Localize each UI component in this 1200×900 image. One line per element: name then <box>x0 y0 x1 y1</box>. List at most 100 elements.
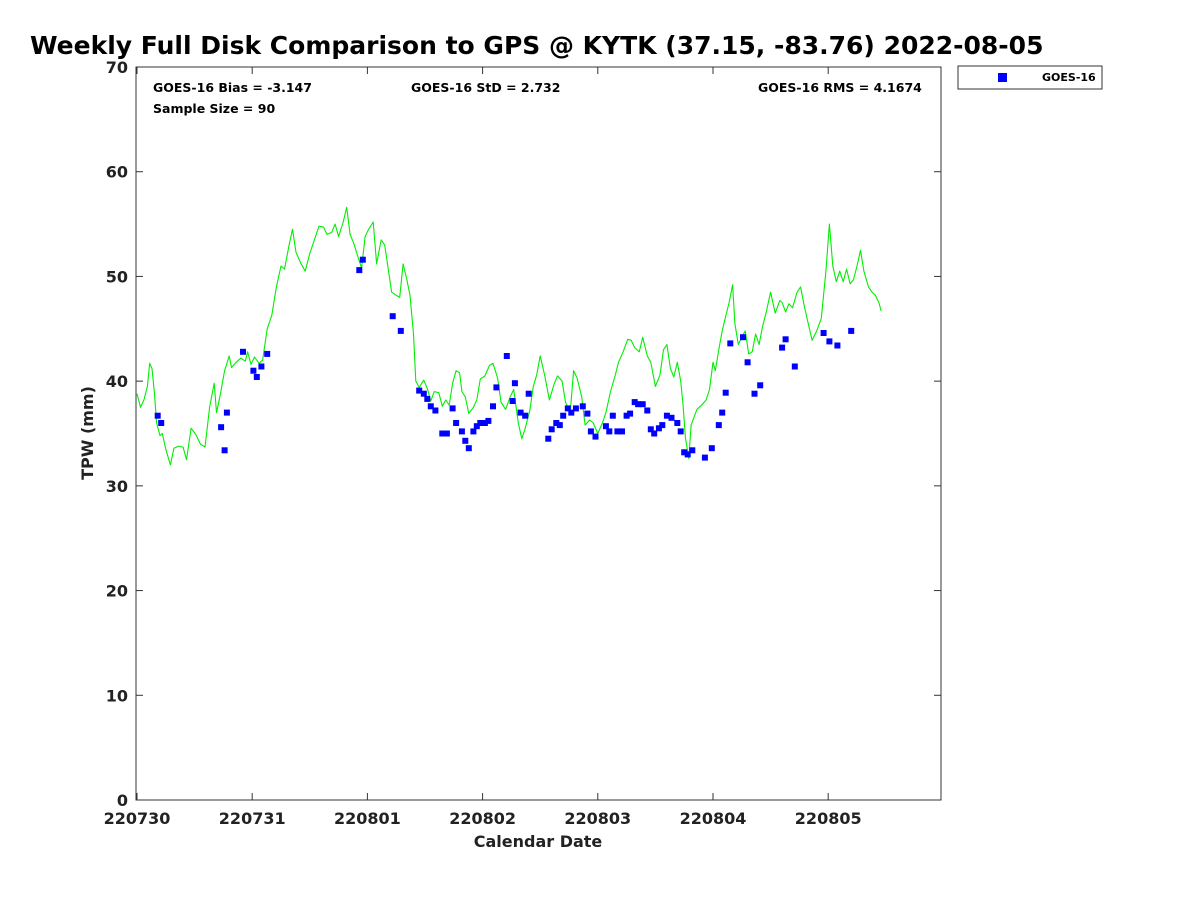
legend-box <box>957 65 1103 90</box>
goes16-point <box>462 437 469 444</box>
goes16-point <box>493 384 500 391</box>
goes16-point <box>525 390 532 397</box>
goes16-point <box>579 403 586 410</box>
goes16-point <box>253 374 260 380</box>
goes16-point <box>848 327 855 334</box>
y-tick-label: 40 <box>106 372 128 391</box>
goes16-point <box>644 407 651 414</box>
x-tick-label: 220803 <box>564 809 631 828</box>
goes16-point <box>668 414 675 421</box>
goes16-point <box>397 327 404 334</box>
goes16-point <box>264 350 271 357</box>
goes16-point <box>503 353 510 359</box>
y-tick-label: 20 <box>106 582 128 601</box>
goes16-point <box>481 420 488 426</box>
goes16-point <box>545 435 552 442</box>
goes16-point <box>250 367 257 374</box>
goes16-point <box>223 409 230 416</box>
goes16-point <box>356 267 363 274</box>
goes16-point <box>614 428 621 435</box>
legend: GOES-16 <box>957 65 1103 90</box>
sample-size-stat: Sample Size = 90 <box>153 101 275 116</box>
plot-area <box>135 66 942 801</box>
goes16-point <box>631 399 638 406</box>
goes16-point <box>458 428 465 435</box>
goes16-point <box>623 412 630 419</box>
goes16-point <box>490 403 496 410</box>
goes16-point <box>727 340 734 347</box>
y-tick-label: 0 <box>117 791 128 810</box>
goes16-point <box>158 420 165 426</box>
goes16-point <box>465 445 472 452</box>
goes16-point <box>602 423 609 430</box>
goes16-point <box>416 387 423 394</box>
x-tick-label: 220801 <box>334 809 401 828</box>
goes16-point <box>757 382 764 389</box>
goes16-point <box>509 398 516 404</box>
goes16-point <box>684 451 691 458</box>
goes16-point <box>424 395 431 402</box>
goes16-point <box>834 342 841 349</box>
goes16-point <box>221 447 228 454</box>
chart-title: Weekly Full Disk Comparison to GPS @ KYT… <box>30 31 1043 60</box>
goes16-point <box>606 428 613 435</box>
x-tick-label: 220805 <box>795 809 862 828</box>
goes16-point <box>689 447 696 454</box>
goes16-point <box>389 313 396 320</box>
goes16-point <box>782 336 789 343</box>
goes16-point <box>473 423 480 430</box>
goes16-point <box>568 409 575 416</box>
goes16-point <box>619 428 625 435</box>
legend-marker-goes16 <box>998 73 1007 82</box>
goes16-point <box>240 348 246 355</box>
goes16-point <box>477 420 484 426</box>
y-tick-label: 30 <box>106 477 128 496</box>
goes16-point <box>647 426 654 433</box>
goes16-point <box>517 409 524 416</box>
goes16-point <box>154 412 161 419</box>
y-axis-label: TPW (mm) <box>78 386 97 480</box>
goes16-point <box>719 409 726 416</box>
goes16-point <box>560 412 567 419</box>
y-tick-label: 10 <box>106 686 128 705</box>
rms-stat: GOES-16 RMS = 4.1674 <box>758 80 922 95</box>
goes16-point <box>420 390 427 397</box>
goes16-point <box>548 426 555 433</box>
goes16-point <box>522 412 529 419</box>
goes16-point <box>564 405 571 412</box>
goes16-point <box>751 390 758 397</box>
goes16-point <box>639 401 646 408</box>
goes16-point <box>674 420 681 426</box>
goes16-point <box>449 405 456 412</box>
goes16-point <box>722 389 729 396</box>
x-axis: 220730 220731 220801 220802 220803 220804 2208… <box>104 67 862 828</box>
goes16-point <box>820 330 827 336</box>
goes16-point <box>443 430 450 437</box>
goes16-point <box>740 334 746 341</box>
goes16-point <box>791 363 798 370</box>
goes16-point <box>826 338 833 345</box>
goes16-point <box>659 422 666 429</box>
y-tick-label: 50 <box>106 267 128 286</box>
goes16-point <box>715 422 722 429</box>
goes16-point <box>651 430 658 437</box>
x-tick-label: 220804 <box>680 809 747 828</box>
goes16-point <box>556 422 563 429</box>
y-tick-label: 70 <box>106 58 128 77</box>
goes16-point <box>663 412 670 419</box>
goes16-point <box>627 410 634 417</box>
goes16-point <box>681 449 688 456</box>
goes16-point <box>453 420 460 426</box>
goes16-point <box>677 428 684 435</box>
goes16-point <box>701 454 708 461</box>
goes16-point <box>635 401 642 408</box>
series-layer <box>136 206 882 466</box>
gps-tpw-line <box>136 206 882 466</box>
goes16-point <box>779 344 786 351</box>
goes16-point <box>592 433 599 440</box>
x-tick-label: 220730 <box>104 809 171 828</box>
std-stat: GOES-16 StD = 2.732 <box>411 80 560 95</box>
y-tick-label: 60 <box>106 163 128 182</box>
legend-label-goes16: GOES-16 <box>1042 71 1096 84</box>
